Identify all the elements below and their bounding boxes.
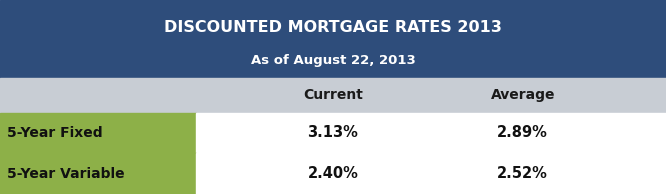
- Bar: [0, 153, 196, 194]
- Text: 5-Year Fixed: 5-Year Fixed: [7, 126, 103, 140]
- Text: 2.89%: 2.89%: [498, 125, 548, 140]
- Bar: [0, 113, 196, 153]
- Text: Current: Current: [303, 88, 363, 102]
- Text: 5-Year Variable: 5-Year Variable: [7, 167, 125, 181]
- Bar: [0, 78, 666, 113]
- Text: 3.13%: 3.13%: [308, 125, 358, 140]
- Text: 2.52%: 2.52%: [498, 166, 548, 181]
- Text: Average: Average: [491, 88, 555, 102]
- Bar: [0, 0, 666, 78]
- Text: DISCOUNTED MORTGAGE RATES 2013: DISCOUNTED MORTGAGE RATES 2013: [164, 20, 502, 35]
- Text: 2.40%: 2.40%: [308, 166, 358, 181]
- Bar: [196, 153, 666, 194]
- Text: As of August 22, 2013: As of August 22, 2013: [250, 54, 416, 67]
- Bar: [196, 113, 666, 153]
